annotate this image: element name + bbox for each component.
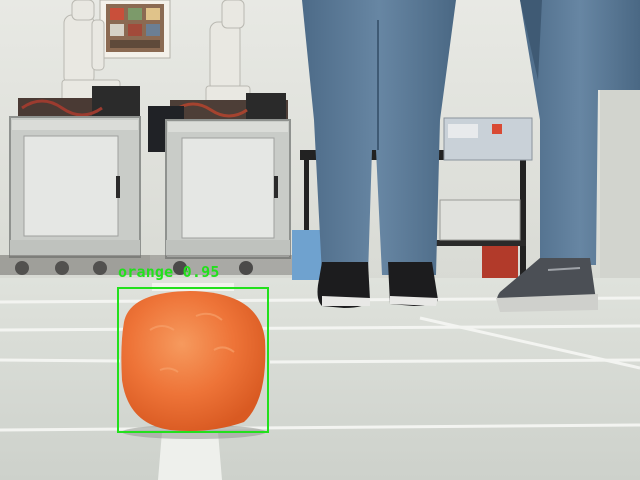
cabinet-left xyxy=(0,116,150,275)
detection-bounding-box xyxy=(117,287,269,433)
detection-score: 0.95 xyxy=(182,263,220,281)
detection-label: orange 0.95 xyxy=(118,263,220,281)
person-right-legs xyxy=(496,0,640,312)
orange-fruit xyxy=(121,291,266,431)
wall-poster xyxy=(99,0,171,59)
person-left-legs xyxy=(302,0,456,308)
detection-class: orange xyxy=(118,263,174,281)
cabinet-right xyxy=(150,119,300,275)
